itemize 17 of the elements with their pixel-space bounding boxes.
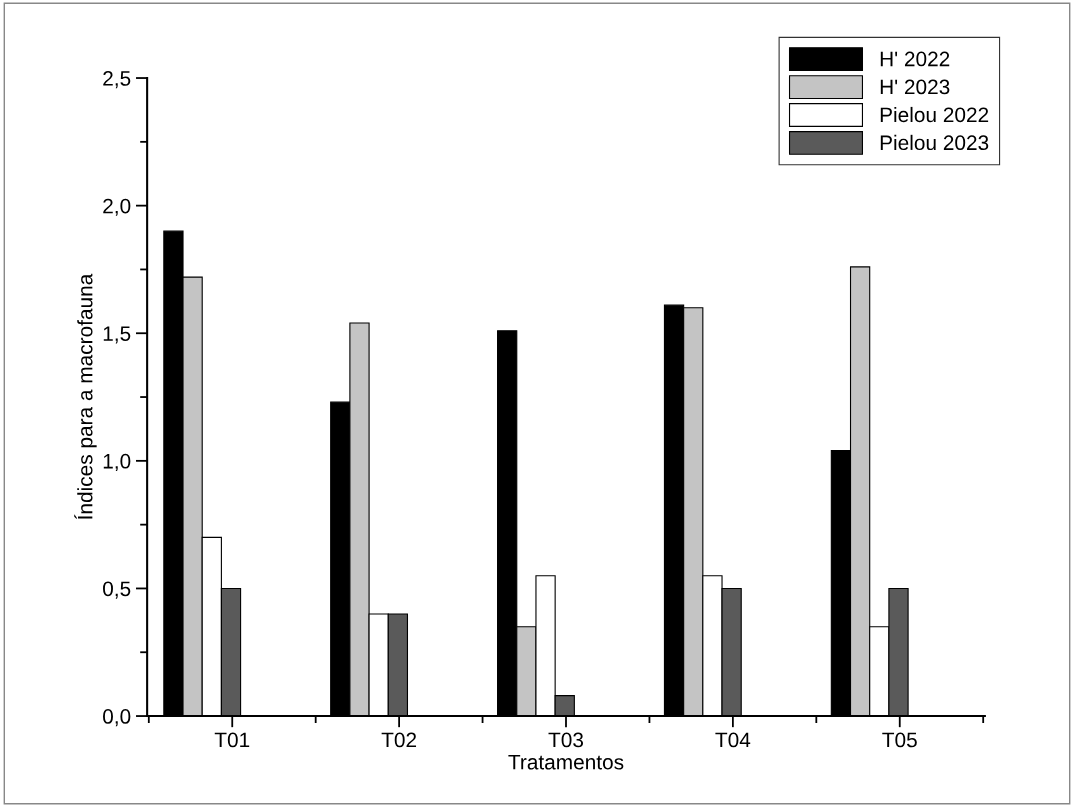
legend-label: Pielou 2022 xyxy=(880,106,989,123)
y-axis-title: Índices para a macrofauna xyxy=(74,273,97,519)
x-tick-label: T04 xyxy=(715,732,751,748)
x-tick-label: T02 xyxy=(381,732,417,748)
legend-label: H' 2022 xyxy=(880,51,950,67)
y-tick-label: 2,5 xyxy=(103,71,131,89)
legend-label: H' 2023 xyxy=(880,79,950,95)
y-tick-label: 1,0 xyxy=(103,453,131,472)
y-tick-label: 2,0 xyxy=(103,198,131,216)
y-tick-label: 0,0 xyxy=(103,709,131,727)
x-tick-label: T01 xyxy=(214,732,250,748)
legend-label: Pielou 2023 xyxy=(880,134,989,151)
x-tick-label: T05 xyxy=(882,732,917,748)
y-tick-label: 1,5 xyxy=(103,326,131,344)
x-axis-title: Tratamentos xyxy=(508,754,624,770)
y-tick-label: 0,5 xyxy=(103,581,131,599)
x-tick-label: T03 xyxy=(548,732,584,748)
